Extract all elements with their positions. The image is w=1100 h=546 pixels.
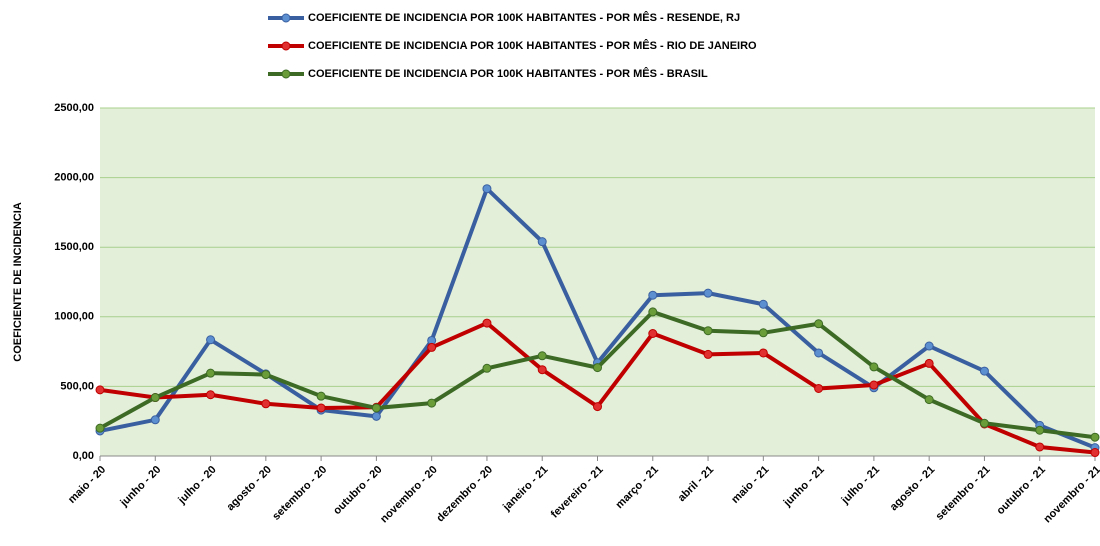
- data-point: [593, 363, 602, 373]
- data-point: [814, 319, 824, 329]
- data-point: [758, 348, 768, 358]
- data-point: [316, 403, 326, 413]
- data-point: [979, 366, 989, 376]
- data-point: [95, 423, 105, 433]
- data-point: [150, 415, 160, 425]
- x-tick-label: julho - 21: [839, 464, 882, 507]
- data-point: [758, 328, 768, 338]
- data-point: [261, 370, 271, 380]
- data-point: [371, 411, 381, 421]
- legend-marker: [281, 69, 291, 79]
- data-point: [924, 341, 934, 351]
- x-tick-label: setembro - 21: [934, 464, 993, 523]
- data-point: [1035, 442, 1045, 452]
- x-tick-label: julho - 20: [175, 464, 218, 507]
- x-tick-label: junho - 21: [781, 464, 827, 510]
- y-tick-label: 2000,00: [54, 172, 94, 184]
- legend-label: COEFICIENTE DE INCIDENCIA POR 100K HABIT…: [308, 39, 757, 52]
- data-point: [1035, 425, 1045, 435]
- data-point: [869, 380, 879, 390]
- x-tick-label: agosto - 20: [224, 464, 274, 514]
- x-tick-label: março - 21: [614, 464, 661, 511]
- legend-label: COEFICIENTE DE INCIDENCIA POR 100K HABIT…: [308, 67, 708, 80]
- x-tick-label: maio - 20: [66, 464, 108, 506]
- data-point: [814, 383, 824, 393]
- data-point: [371, 403, 381, 413]
- data-point: [427, 398, 437, 408]
- data-point: [924, 395, 934, 405]
- data-point: [537, 365, 547, 375]
- data-point: [261, 399, 271, 409]
- legend-marker: [281, 13, 291, 23]
- data-point: [648, 329, 658, 339]
- data-point: [1090, 448, 1100, 458]
- data-point: [703, 326, 713, 336]
- data-point: [206, 390, 216, 400]
- y-tick-label: 2500,00: [54, 102, 94, 114]
- x-tick-label: dezembro - 20: [434, 464, 495, 525]
- x-tick-label: janeiro - 21: [500, 464, 550, 514]
- x-tick-label: agosto - 21: [888, 464, 938, 514]
- data-point: [869, 362, 879, 372]
- x-tick-label: abril - 21: [676, 464, 716, 504]
- x-tick-label: setembro - 20: [270, 464, 329, 523]
- y-tick-label: 1000,00: [54, 311, 94, 323]
- data-point: [648, 307, 658, 317]
- x-tick-label: novembro - 21: [1042, 464, 1100, 526]
- data-point: [593, 402, 602, 412]
- data-point: [703, 349, 713, 359]
- data-point: [95, 385, 105, 395]
- y-axis-label: COEFICIENTE DE INCIDENCIA: [12, 202, 24, 362]
- data-point: [814, 348, 824, 358]
- y-tick-label: 1500,00: [54, 241, 94, 253]
- x-tick-label: outubro - 21: [994, 464, 1047, 517]
- y-tick-label: 0,00: [73, 450, 94, 462]
- data-point: [979, 418, 989, 428]
- data-point: [924, 358, 934, 368]
- data-point: [427, 342, 437, 352]
- data-point: [648, 290, 658, 300]
- x-tick-label: junho - 20: [118, 464, 164, 510]
- x-tick-label: maio - 21: [729, 464, 771, 506]
- data-point: [537, 351, 547, 361]
- data-point: [150, 393, 160, 403]
- data-point: [703, 288, 713, 298]
- data-point: [482, 363, 492, 373]
- x-tick-label: outubro - 20: [331, 464, 384, 517]
- data-point: [206, 368, 216, 378]
- data-point: [758, 299, 768, 309]
- data-point: [1090, 432, 1100, 442]
- y-tick-label: 500,00: [60, 380, 94, 392]
- x-tick-label: novembro - 20: [378, 464, 440, 526]
- data-point: [316, 391, 326, 401]
- data-point: [206, 335, 216, 345]
- legend-marker: [281, 41, 291, 51]
- data-point: [482, 318, 492, 328]
- data-point: [482, 184, 492, 194]
- x-tick-label: fevereiro - 21: [549, 464, 606, 521]
- data-point: [537, 237, 547, 247]
- legend-label: COEFICIENTE DE INCIDENCIA POR 100K HABIT…: [308, 11, 740, 24]
